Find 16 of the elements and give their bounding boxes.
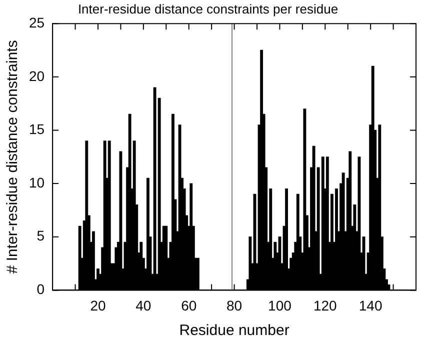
- x-tick-label: 40: [136, 297, 152, 314]
- y-tick-label: 15: [28, 121, 45, 138]
- x-tick-label: 140: [358, 297, 382, 314]
- x-tick-label: 100: [268, 297, 292, 314]
- y-tick-label: 25: [28, 14, 45, 30]
- chart-title: Inter-residue distance constraints per residue: [78, 1, 338, 16]
- y-tick-label: 10: [28, 174, 45, 190]
- y-axis-title: # Inter-residue distance constraints: [4, 40, 22, 274]
- x-tick-label: 120: [313, 297, 338, 314]
- y-tick-label: 20: [28, 68, 45, 84]
- x-tick-label: 20: [90, 297, 106, 314]
- x-axis-title: Residue number: [179, 322, 290, 340]
- y-tick-label: 5: [36, 228, 45, 244]
- x-tick-label: 60: [181, 297, 197, 314]
- y-tick-label: 0: [36, 281, 45, 298]
- x-tick-label: 80: [226, 297, 242, 314]
